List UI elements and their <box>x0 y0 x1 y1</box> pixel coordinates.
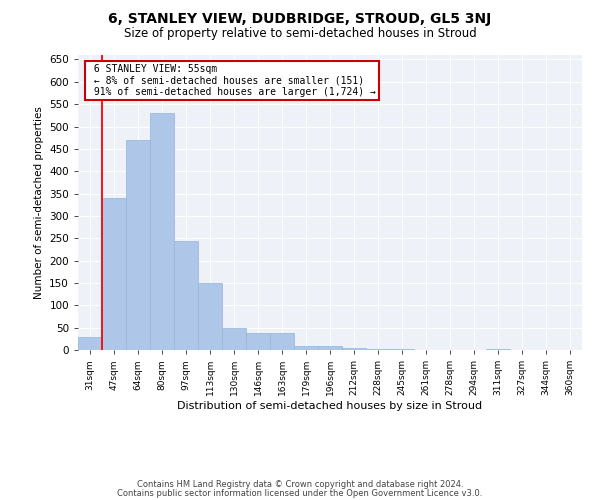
Text: 6, STANLEY VIEW, DUDBRIDGE, STROUD, GL5 3NJ: 6, STANLEY VIEW, DUDBRIDGE, STROUD, GL5 … <box>109 12 491 26</box>
X-axis label: Distribution of semi-detached houses by size in Stroud: Distribution of semi-detached houses by … <box>178 401 482 411</box>
Bar <box>294 346 318 350</box>
Bar <box>78 336 102 350</box>
Bar <box>270 334 294 350</box>
Bar <box>390 349 414 350</box>
Bar <box>342 348 366 350</box>
Bar <box>366 348 390 350</box>
Bar <box>102 198 126 350</box>
Bar <box>318 346 342 350</box>
Bar <box>126 140 150 350</box>
Bar <box>174 242 198 350</box>
Bar <box>246 333 270 350</box>
Bar <box>198 283 222 350</box>
Text: 6 STANLEY VIEW: 55sqm
 ← 8% of semi-detached houses are smaller (151)
 91% of se: 6 STANLEY VIEW: 55sqm ← 8% of semi-detac… <box>88 64 376 97</box>
Y-axis label: Number of semi-detached properties: Number of semi-detached properties <box>34 106 44 299</box>
Text: Contains public sector information licensed under the Open Government Licence v3: Contains public sector information licen… <box>118 488 482 498</box>
Text: Size of property relative to semi-detached houses in Stroud: Size of property relative to semi-detach… <box>124 28 476 40</box>
Bar <box>486 349 510 350</box>
Text: Contains HM Land Registry data © Crown copyright and database right 2024.: Contains HM Land Registry data © Crown c… <box>137 480 463 489</box>
Bar <box>150 113 174 350</box>
Bar <box>222 328 246 350</box>
